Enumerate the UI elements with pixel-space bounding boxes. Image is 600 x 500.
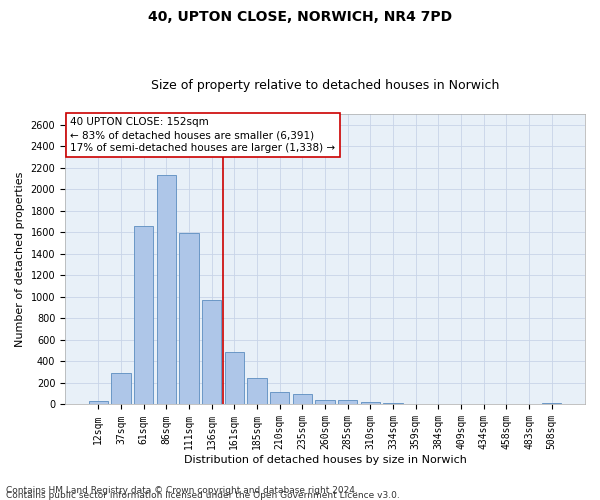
- Bar: [134, 226, 153, 404]
- Bar: [89, 401, 108, 404]
- Bar: [361, 402, 380, 404]
- Bar: [157, 176, 176, 404]
- Text: 40 UPTON CLOSE: 152sqm
← 83% of detached houses are smaller (6,391)
17% of semi-: 40 UPTON CLOSE: 152sqm ← 83% of detached…: [70, 117, 335, 154]
- X-axis label: Distribution of detached houses by size in Norwich: Distribution of detached houses by size …: [184, 455, 466, 465]
- Bar: [316, 400, 335, 404]
- Bar: [179, 234, 199, 404]
- Bar: [270, 392, 289, 404]
- Bar: [224, 352, 244, 405]
- Bar: [247, 378, 266, 404]
- Text: 40, UPTON CLOSE, NORWICH, NR4 7PD: 40, UPTON CLOSE, NORWICH, NR4 7PD: [148, 10, 452, 24]
- Text: Contains HM Land Registry data © Crown copyright and database right 2024.: Contains HM Land Registry data © Crown c…: [6, 486, 358, 495]
- Bar: [338, 400, 358, 404]
- Text: Contains public sector information licensed under the Open Government Licence v3: Contains public sector information licen…: [6, 491, 400, 500]
- Y-axis label: Number of detached properties: Number of detached properties: [15, 172, 25, 347]
- Bar: [293, 394, 312, 404]
- Title: Size of property relative to detached houses in Norwich: Size of property relative to detached ho…: [151, 79, 499, 92]
- Bar: [112, 374, 131, 404]
- Bar: [202, 300, 221, 405]
